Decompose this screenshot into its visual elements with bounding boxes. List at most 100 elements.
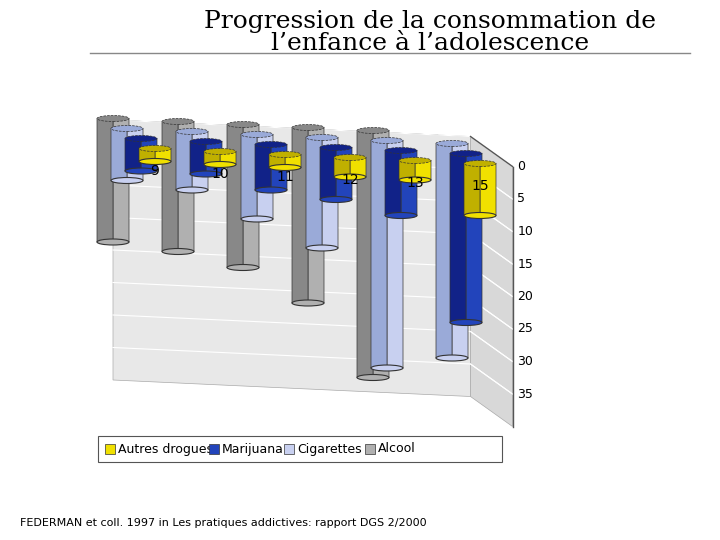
Polygon shape [336, 147, 352, 201]
Text: 11: 11 [276, 170, 294, 184]
Ellipse shape [399, 158, 431, 164]
Polygon shape [387, 140, 403, 369]
Text: 20: 20 [518, 290, 534, 303]
Ellipse shape [204, 161, 236, 167]
Ellipse shape [357, 375, 389, 381]
Ellipse shape [450, 320, 482, 326]
Polygon shape [192, 132, 208, 192]
Ellipse shape [320, 197, 352, 202]
Ellipse shape [306, 245, 338, 251]
Text: l’enfance à l’adolescence: l’enfance à l’adolescence [271, 32, 589, 55]
Text: 25: 25 [518, 322, 534, 335]
Text: 30: 30 [518, 355, 534, 368]
Polygon shape [350, 158, 366, 179]
Polygon shape [480, 164, 496, 217]
Polygon shape [269, 154, 285, 169]
Text: 0: 0 [518, 160, 526, 173]
Ellipse shape [255, 141, 287, 147]
Ellipse shape [292, 125, 324, 131]
Polygon shape [306, 138, 322, 249]
Polygon shape [141, 138, 157, 172]
Text: Cigarettes: Cigarettes [297, 442, 362, 456]
Ellipse shape [162, 118, 194, 125]
FancyBboxPatch shape [105, 444, 115, 454]
Text: 13: 13 [406, 176, 424, 190]
Polygon shape [401, 151, 417, 217]
Ellipse shape [162, 248, 194, 254]
Ellipse shape [125, 136, 157, 141]
Text: 15: 15 [518, 258, 534, 271]
Polygon shape [204, 152, 220, 166]
Text: Marijuana: Marijuana [222, 442, 284, 456]
Polygon shape [139, 148, 155, 163]
Polygon shape [220, 152, 236, 166]
Polygon shape [371, 140, 387, 369]
Polygon shape [113, 118, 129, 244]
Ellipse shape [111, 125, 143, 132]
Ellipse shape [371, 365, 403, 371]
Text: Alcool: Alcool [379, 442, 416, 456]
Polygon shape [322, 138, 338, 249]
Ellipse shape [269, 152, 301, 158]
Text: 10: 10 [211, 167, 229, 181]
Polygon shape [243, 125, 259, 269]
Ellipse shape [385, 213, 417, 219]
Polygon shape [450, 153, 466, 324]
Ellipse shape [334, 174, 366, 180]
Polygon shape [320, 147, 336, 201]
Ellipse shape [176, 187, 208, 193]
Ellipse shape [97, 239, 129, 245]
Polygon shape [399, 160, 415, 181]
Polygon shape [470, 137, 513, 427]
Text: FEDERMAN et coll. 1997 in Les pratiques addictives: rapport DGS 2/2000: FEDERMAN et coll. 1997 in Les pratiques … [20, 518, 427, 528]
Polygon shape [176, 132, 192, 192]
Text: 35: 35 [518, 388, 534, 401]
Polygon shape [436, 144, 452, 360]
Text: 9: 9 [150, 164, 159, 178]
Polygon shape [373, 131, 389, 379]
Polygon shape [357, 131, 373, 379]
Polygon shape [292, 127, 308, 305]
Polygon shape [97, 118, 113, 244]
Polygon shape [162, 122, 178, 253]
Text: 12: 12 [341, 173, 359, 187]
Ellipse shape [334, 154, 366, 160]
Ellipse shape [255, 187, 287, 193]
FancyBboxPatch shape [365, 444, 375, 454]
Polygon shape [190, 141, 206, 176]
Ellipse shape [139, 159, 171, 165]
Ellipse shape [241, 216, 273, 222]
Text: 5: 5 [518, 192, 526, 206]
Polygon shape [127, 129, 143, 182]
Ellipse shape [371, 138, 403, 144]
Ellipse shape [464, 213, 496, 219]
Polygon shape [206, 141, 222, 176]
Polygon shape [155, 148, 171, 163]
FancyBboxPatch shape [284, 444, 294, 454]
Polygon shape [285, 154, 301, 169]
FancyBboxPatch shape [210, 444, 219, 454]
Ellipse shape [227, 265, 259, 271]
Ellipse shape [190, 138, 222, 145]
Polygon shape [255, 145, 271, 192]
Ellipse shape [176, 129, 208, 134]
Ellipse shape [204, 148, 236, 154]
Ellipse shape [385, 147, 417, 153]
Text: Autres drogues: Autres drogues [118, 442, 213, 456]
Ellipse shape [227, 122, 259, 127]
Ellipse shape [241, 132, 273, 138]
Ellipse shape [306, 134, 338, 140]
Ellipse shape [190, 171, 222, 177]
Text: 10: 10 [518, 225, 534, 238]
Ellipse shape [436, 140, 468, 146]
Ellipse shape [111, 178, 143, 184]
Polygon shape [125, 138, 141, 172]
Ellipse shape [464, 160, 496, 166]
Ellipse shape [436, 355, 468, 361]
Polygon shape [111, 129, 127, 182]
Ellipse shape [97, 116, 129, 122]
Polygon shape [308, 127, 324, 305]
Polygon shape [466, 153, 482, 324]
Polygon shape [227, 125, 243, 269]
Polygon shape [415, 160, 431, 181]
